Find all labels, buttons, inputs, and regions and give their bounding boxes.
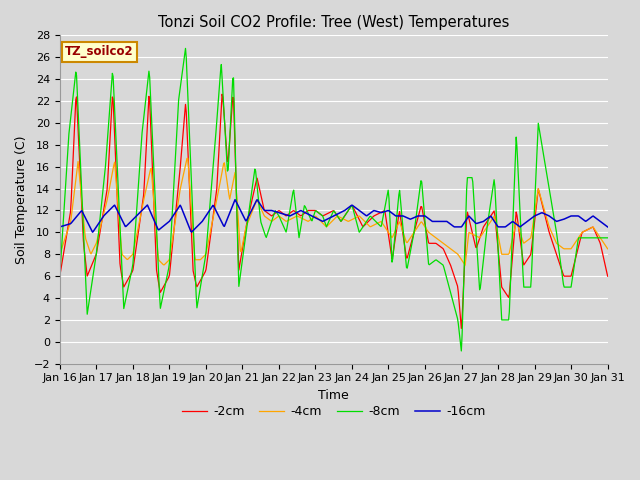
-4cm xyxy=(66,222,74,228)
-4cm xyxy=(604,246,611,252)
-16cm xyxy=(89,229,97,235)
-2cm xyxy=(458,325,465,331)
-16cm xyxy=(123,223,131,228)
-4cm xyxy=(461,262,469,268)
-2cm xyxy=(56,273,63,279)
-8cm xyxy=(207,185,215,191)
-2cm xyxy=(218,91,226,97)
-4cm xyxy=(178,180,186,185)
-16cm xyxy=(207,205,215,211)
-8cm xyxy=(401,248,409,253)
-16cm xyxy=(179,207,186,213)
Line: -2cm: -2cm xyxy=(60,94,607,328)
-2cm xyxy=(207,232,214,238)
-16cm xyxy=(402,214,410,220)
Title: Tonzi Soil CO2 Profile: Tree (West) Temperatures: Tonzi Soil CO2 Profile: Tree (West) Temp… xyxy=(158,15,509,30)
-8cm xyxy=(56,273,63,279)
Line: -4cm: -4cm xyxy=(60,158,607,265)
-16cm xyxy=(604,224,611,230)
-2cm xyxy=(66,214,74,220)
-8cm xyxy=(182,46,189,51)
-8cm xyxy=(122,295,130,300)
-16cm xyxy=(418,213,426,219)
-8cm xyxy=(604,235,611,241)
-4cm xyxy=(56,252,63,257)
X-axis label: Time: Time xyxy=(318,389,349,402)
Y-axis label: Soil Temperature (C): Soil Temperature (C) xyxy=(15,135,28,264)
-8cm xyxy=(66,124,74,130)
Line: -16cm: -16cm xyxy=(60,200,607,232)
Text: TZ_soilco2: TZ_soilco2 xyxy=(65,45,134,58)
-4cm xyxy=(122,255,130,261)
-2cm xyxy=(178,147,186,153)
-2cm xyxy=(604,273,611,279)
-8cm xyxy=(458,348,465,354)
-8cm xyxy=(178,74,186,80)
-4cm xyxy=(401,235,409,241)
-8cm xyxy=(417,178,425,184)
-16cm xyxy=(231,197,239,203)
-2cm xyxy=(417,204,425,209)
-16cm xyxy=(56,224,63,230)
-16cm xyxy=(66,221,74,227)
Legend: -2cm, -4cm, -8cm, -16cm: -2cm, -4cm, -8cm, -16cm xyxy=(177,400,491,423)
-2cm xyxy=(122,280,130,286)
-4cm xyxy=(417,219,425,225)
-4cm xyxy=(207,224,215,229)
-4cm xyxy=(184,156,191,161)
-2cm xyxy=(401,245,409,251)
Line: -8cm: -8cm xyxy=(60,48,607,351)
